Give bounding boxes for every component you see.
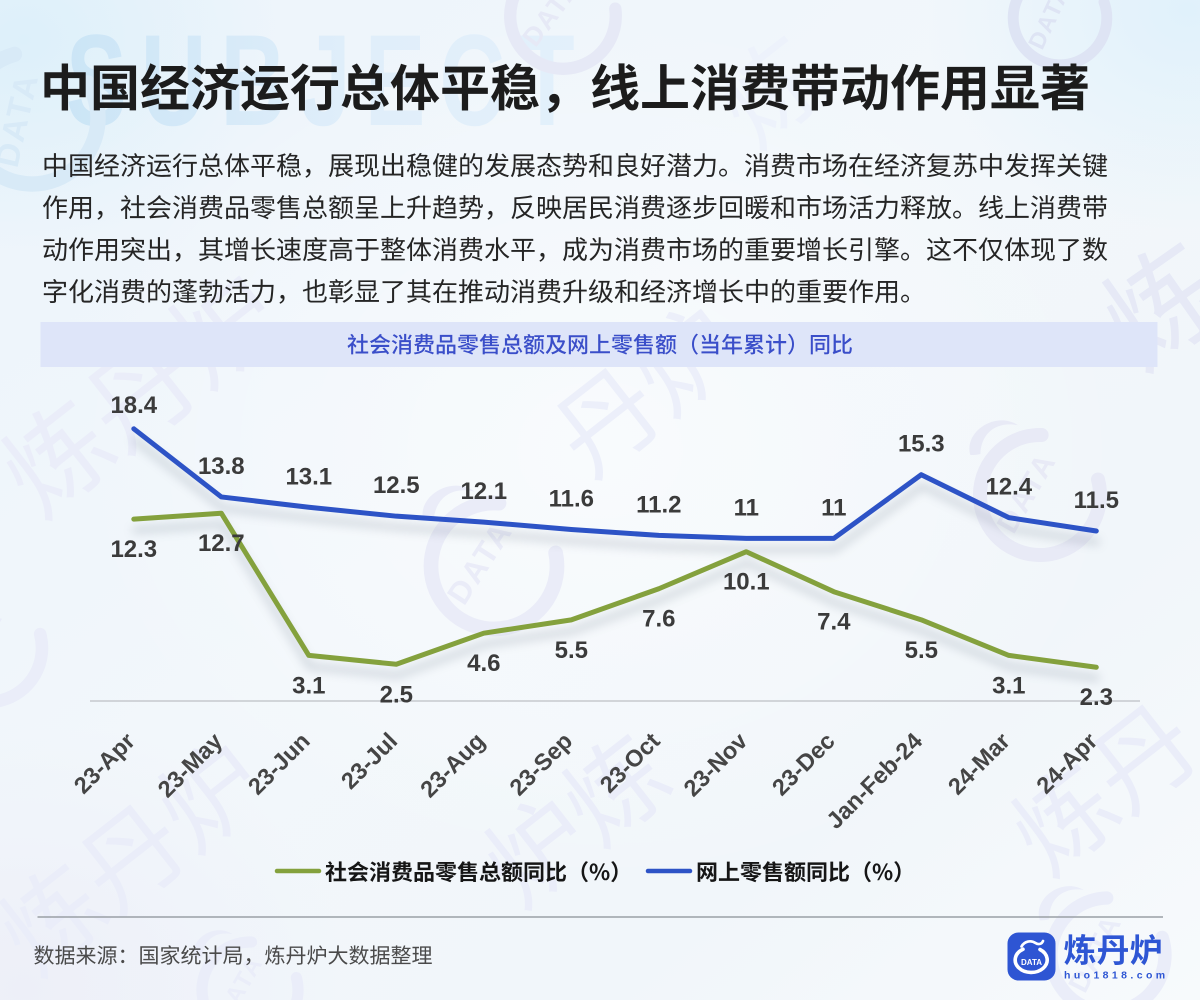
svg-text:11: 11	[734, 494, 759, 521]
svg-text:11.6: 11.6	[549, 486, 594, 513]
svg-text:7.6: 7.6	[642, 606, 675, 633]
svg-text:11.2: 11.2	[636, 491, 681, 518]
svg-text:12.4: 12.4	[985, 474, 1032, 501]
svg-text:5.5: 5.5	[555, 637, 588, 664]
svg-text:DATA: DATA	[1021, 958, 1042, 967]
svg-text:12.3: 12.3	[110, 536, 157, 563]
svg-text:7.4: 7.4	[817, 609, 851, 636]
svg-text:2.3: 2.3	[1080, 684, 1113, 711]
svg-text:3.1: 3.1	[292, 672, 325, 699]
svg-text:11.5: 11.5	[1074, 487, 1119, 514]
svg-text:13.1: 13.1	[285, 463, 332, 490]
svg-text:11: 11	[821, 494, 846, 521]
svg-text:18.4: 18.4	[110, 392, 157, 419]
svg-text:huo1818.com: huo1818.com	[1064, 970, 1169, 982]
svg-text:12.7: 12.7	[198, 530, 245, 557]
svg-text:2.5: 2.5	[380, 681, 413, 708]
svg-text:12.1: 12.1	[460, 478, 507, 505]
svg-text:4.6: 4.6	[467, 650, 500, 677]
svg-text:13.8: 13.8	[198, 453, 245, 480]
svg-text:10.1: 10.1	[723, 569, 770, 596]
svg-text:3.1: 3.1	[992, 672, 1025, 699]
svg-text:15.3: 15.3	[898, 431, 945, 458]
svg-text:12.5: 12.5	[373, 472, 420, 499]
svg-text:5.5: 5.5	[905, 637, 938, 664]
